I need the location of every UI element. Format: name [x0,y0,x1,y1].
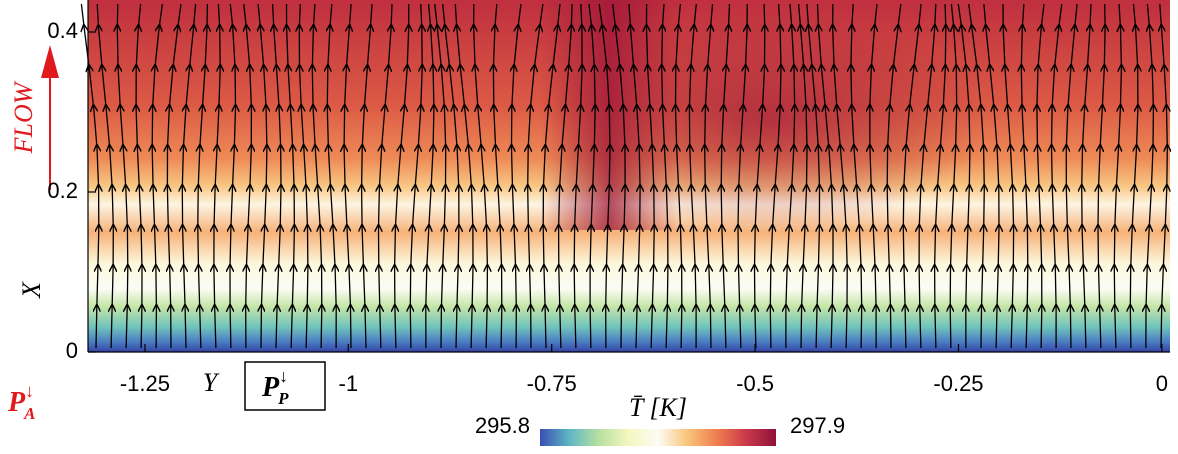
y-tick-label: 0.4 [47,18,78,43]
streamline [689,3,696,348]
streamline [1130,3,1138,349]
probe-box [244,361,326,411]
streamline [935,3,946,349]
streamline [770,3,781,349]
streamline [589,3,595,349]
streamline [327,3,336,349]
y-tick-label: 0 [66,338,78,363]
streamline [662,3,668,349]
streamline [312,3,322,349]
flow-arrow-head [41,45,59,78]
streamline [117,3,128,349]
streamline [244,3,252,349]
streamline [214,3,220,349]
streamline [512,3,522,349]
probe-p: P↓ P [261,366,289,408]
streamline [1098,3,1105,349]
streamline [344,3,351,349]
streamline [786,3,795,348]
streamline [528,3,544,349]
streamline [1037,3,1044,349]
colorbar-max: 297.9 [790,413,845,438]
streamline [493,3,501,349]
streamline [887,3,901,349]
y-axis-label: X [17,281,46,299]
streamline [299,3,308,349]
colorbar-label: T̄ [K] [629,393,687,422]
flow-label: FLOW [9,80,38,154]
streamline [1052,3,1062,348]
streamline [287,3,295,349]
streamline [647,3,655,349]
streamline [755,3,765,349]
streamline [1160,3,1168,349]
streamlines [81,3,1168,349]
colorbar-min: 295.8 [475,413,530,438]
streamline [950,3,957,349]
streamline [1066,3,1077,349]
streamline [182,3,195,349]
x-tick-label: -0.25 [933,371,983,396]
streamline [362,3,372,349]
streamline [705,3,713,349]
x-tick-label: -1.25 [120,371,170,396]
streamline [1021,3,1028,349]
streamline [613,3,625,349]
streamline [152,3,162,349]
streamline [136,3,142,349]
x-axis-label: Y [203,368,220,397]
hot-region [550,10,990,230]
colorbar [540,429,776,446]
streamline [721,3,729,349]
streamline [230,3,236,349]
streamline [574,3,582,349]
streamline [273,3,281,349]
streamline [851,3,862,349]
x-tick-label: -0.75 [527,371,577,396]
streamline [167,3,181,349]
y-tick-label: 0.2 [47,178,78,203]
streamline [1146,3,1154,349]
x-tick-label: 0 [1156,371,1168,396]
streamline [426,3,434,349]
streamline [97,3,113,349]
streamline [870,3,877,348]
streamline [559,3,573,349]
streamline [599,3,610,349]
probe-a: P↓ A [7,381,35,423]
streamline [258,3,267,349]
streamline [629,3,640,349]
streamline [379,3,393,349]
streamline [984,3,999,349]
x-tick-label: -1 [339,371,359,396]
streamline [1114,3,1121,349]
streamline [198,3,208,349]
streamline [1003,3,1014,349]
streamline [676,3,682,349]
x-tick-label: -0.5 [736,371,774,396]
streamline [738,3,747,349]
streamline [474,3,488,349]
streamline [1082,3,1091,349]
